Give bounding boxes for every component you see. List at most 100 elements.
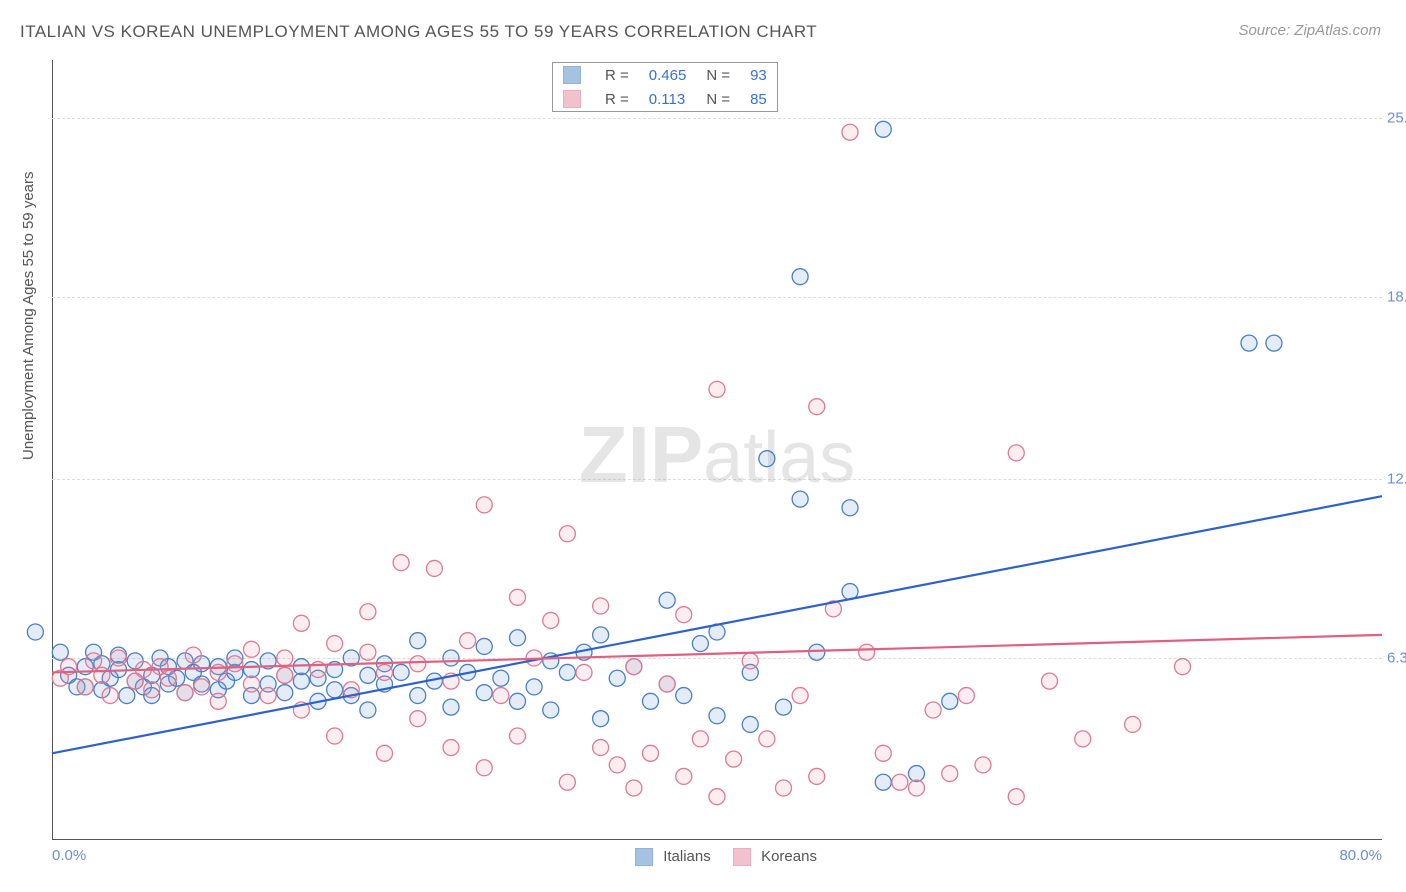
data-point: [776, 699, 792, 715]
data-point: [875, 774, 891, 790]
data-point: [958, 688, 974, 704]
data-point: [443, 699, 459, 715]
data-point: [510, 693, 526, 709]
data-point: [875, 745, 891, 761]
n-value-italians: 93: [740, 63, 777, 87]
plot-area: ZIPatlas R = 0.465 N = 93 R = 0.113 N = …: [52, 60, 1382, 840]
data-point: [809, 644, 825, 660]
r-label: R =: [605, 91, 629, 108]
data-point: [210, 693, 226, 709]
x-tick-min: 0.0%: [52, 847, 86, 864]
stats-legend: R = 0.465 N = 93 R = 0.113 N = 85: [552, 62, 778, 112]
page-root: ITALIAN VS KOREAN UNEMPLOYMENT AMONG AGE…: [0, 0, 1406, 892]
data-point: [692, 731, 708, 747]
data-point: [293, 659, 309, 675]
data-point: [593, 598, 609, 614]
data-point: [293, 673, 309, 689]
data-point: [859, 644, 875, 660]
data-point: [493, 688, 509, 704]
data-point: [559, 664, 575, 680]
data-point: [1175, 659, 1191, 675]
chart-title: ITALIAN VS KOREAN UNEMPLOYMENT AMONG AGE…: [20, 22, 817, 42]
data-point: [742, 716, 758, 732]
data-point: [676, 768, 692, 784]
data-point: [593, 627, 609, 643]
data-point: [626, 659, 642, 675]
data-point: [643, 745, 659, 761]
data-point: [726, 751, 742, 767]
x-tick-max: 80.0%: [1339, 847, 1382, 864]
data-point: [759, 731, 775, 747]
data-point: [194, 679, 210, 695]
data-point: [776, 780, 792, 796]
data-point: [609, 757, 625, 773]
data-point: [476, 685, 492, 701]
data-point: [1125, 716, 1141, 732]
data-point: [842, 124, 858, 140]
legend-swatch-koreans: [563, 90, 581, 108]
data-point: [975, 757, 991, 773]
data-point: [709, 789, 725, 805]
data-point: [360, 667, 376, 683]
y-tick-label: 18.8%: [1387, 288, 1406, 305]
data-point: [244, 662, 260, 678]
n-label: N =: [706, 67, 730, 84]
data-point: [393, 555, 409, 571]
data-point: [559, 526, 575, 542]
data-point: [593, 711, 609, 727]
data-point: [510, 589, 526, 605]
data-point: [476, 638, 492, 654]
data-point: [27, 624, 43, 640]
data-point: [659, 676, 675, 692]
data-point: [443, 650, 459, 666]
data-point: [626, 780, 642, 796]
r-label: R =: [605, 67, 629, 84]
y-tick-label: 6.3%: [1387, 650, 1406, 667]
data-point: [393, 664, 409, 680]
data-point: [842, 500, 858, 516]
legend-swatch-italians: [635, 848, 653, 866]
data-point: [609, 670, 625, 686]
data-point: [144, 682, 160, 698]
data-point: [676, 607, 692, 623]
data-point: [576, 664, 592, 680]
r-value-italians: 0.465: [639, 63, 697, 87]
data-point: [1241, 335, 1257, 351]
legend-swatch-koreans: [733, 848, 751, 866]
data-point: [410, 711, 426, 727]
data-point: [277, 685, 293, 701]
data-point: [942, 766, 958, 782]
data-point: [676, 688, 692, 704]
data-point: [360, 644, 376, 660]
data-point: [593, 740, 609, 756]
data-point: [377, 664, 393, 680]
data-point: [809, 399, 825, 415]
data-point: [327, 728, 343, 744]
legend-label-koreans: Koreans: [761, 848, 817, 865]
data-point: [160, 670, 176, 686]
data-point: [709, 381, 725, 397]
r-value-koreans: 0.113: [639, 87, 697, 111]
data-point: [909, 766, 925, 782]
data-point: [327, 682, 343, 698]
data-point: [742, 653, 758, 669]
data-point: [185, 647, 201, 663]
data-point: [293, 615, 309, 631]
data-point: [260, 688, 276, 704]
data-point: [476, 497, 492, 513]
data-point: [460, 633, 476, 649]
data-point: [942, 693, 958, 709]
data-point: [360, 702, 376, 718]
scatter-svg: [52, 60, 1382, 840]
data-point: [875, 121, 891, 137]
data-point: [244, 641, 260, 657]
data-point: [510, 728, 526, 744]
n-value-koreans: 85: [740, 87, 777, 111]
data-point: [410, 633, 426, 649]
data-point: [510, 630, 526, 646]
data-point: [792, 688, 808, 704]
data-point: [360, 604, 376, 620]
data-point: [792, 491, 808, 507]
data-point: [543, 702, 559, 718]
data-point: [426, 560, 442, 576]
